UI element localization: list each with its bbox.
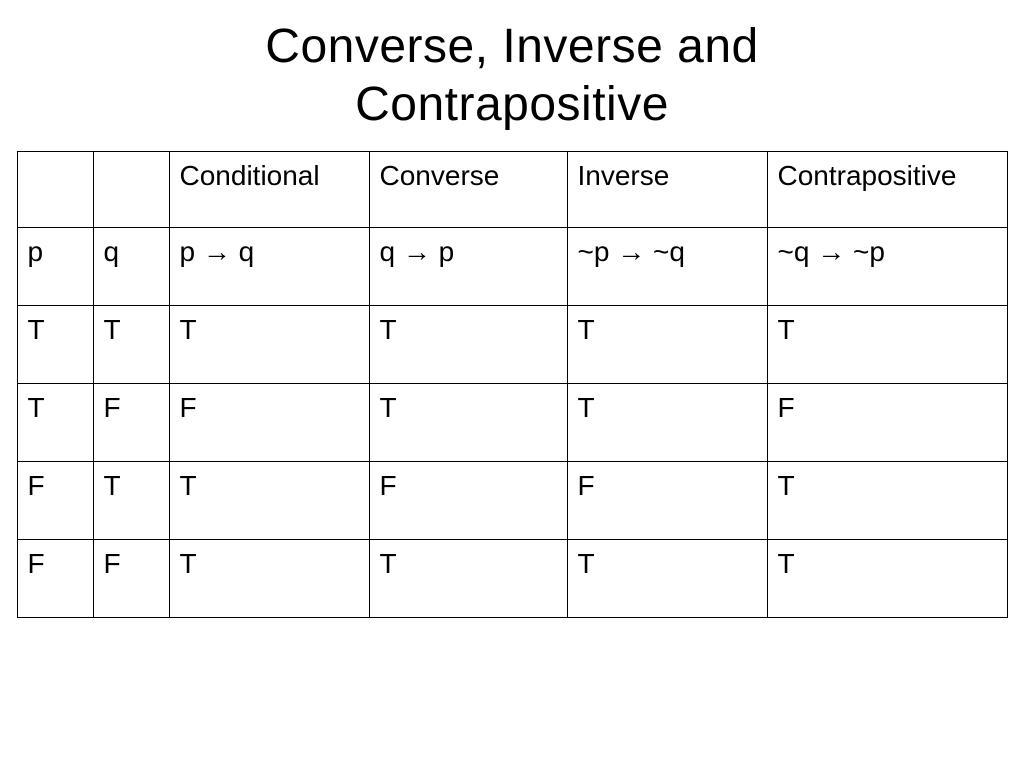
table-cell: T bbox=[169, 462, 369, 540]
table-header-row: Conditional Converse Inverse Contraposit… bbox=[17, 152, 1007, 228]
table-cell: F bbox=[17, 540, 93, 618]
header-cell-contrapositive: Contrapositive bbox=[767, 152, 1007, 228]
table-cell: T bbox=[169, 540, 369, 618]
table-cell: T bbox=[17, 306, 93, 384]
header-cell-converse: Converse bbox=[369, 152, 567, 228]
expr-cell-conditional: p → q bbox=[169, 228, 369, 306]
expr-cell-q: q bbox=[93, 228, 169, 306]
table-cell: T bbox=[767, 306, 1007, 384]
table-row: T F F T T F bbox=[17, 384, 1007, 462]
header-cell-p bbox=[17, 152, 93, 228]
table-cell: F bbox=[93, 540, 169, 618]
table-cell: T bbox=[767, 540, 1007, 618]
header-cell-q bbox=[93, 152, 169, 228]
table-cell: T bbox=[93, 306, 169, 384]
table-cell: T bbox=[567, 384, 767, 462]
title-line-1: Converse, Inverse and bbox=[265, 20, 758, 73]
table-cell: T bbox=[93, 462, 169, 540]
page-title: Converse, Inverse and Contrapositive bbox=[0, 18, 1024, 133]
table-cell: T bbox=[169, 306, 369, 384]
table-row: F T T F F T bbox=[17, 462, 1007, 540]
header-cell-conditional: Conditional bbox=[169, 152, 369, 228]
expr-cell-converse: q → p bbox=[369, 228, 567, 306]
table-cell: T bbox=[369, 306, 567, 384]
table-cell: F bbox=[369, 462, 567, 540]
table-cell: T bbox=[17, 384, 93, 462]
expr-cell-contrapositive: ~q → ~p bbox=[767, 228, 1007, 306]
table-cell: F bbox=[17, 462, 93, 540]
table-expression-row: p q p → q q → p ~p → ~q ~q → ~p bbox=[17, 228, 1007, 306]
table-cell: F bbox=[93, 384, 169, 462]
header-cell-inverse: Inverse bbox=[567, 152, 767, 228]
table-cell: F bbox=[567, 462, 767, 540]
title-line-2: Contrapositive bbox=[355, 78, 669, 131]
table-cell: T bbox=[567, 540, 767, 618]
table-cell: T bbox=[567, 306, 767, 384]
table-cell: F bbox=[169, 384, 369, 462]
truth-table: Conditional Converse Inverse Contraposit… bbox=[17, 151, 1008, 618]
table-cell: T bbox=[369, 384, 567, 462]
table-row: F F T T T T bbox=[17, 540, 1007, 618]
table-cell: T bbox=[369, 540, 567, 618]
table-row: T T T T T T bbox=[17, 306, 1007, 384]
expr-cell-inverse: ~p → ~q bbox=[567, 228, 767, 306]
expr-cell-p: p bbox=[17, 228, 93, 306]
table-cell: T bbox=[767, 462, 1007, 540]
table-cell: F bbox=[767, 384, 1007, 462]
